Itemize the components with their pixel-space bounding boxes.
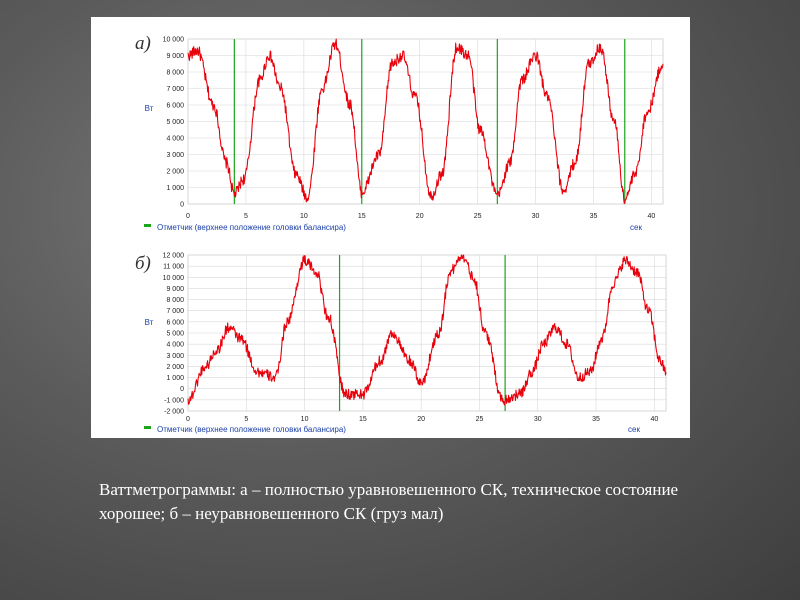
chart2-x-tick-label: 15 [359,416,367,423]
chart1-x-tick-label: 35 [590,213,598,220]
chart2-x-tick-label: 30 [534,416,542,423]
chart2-legend-text: Отметчик (верхнее положение головки бала… [157,425,346,434]
chart1-legend-text: Отметчик (верхнее положение головки бала… [157,223,346,232]
chart2-x-tick-label: 20 [417,416,425,423]
chart1-x-tick-label: 40 [648,213,656,220]
chart1-y-tick-label: 7 000 [166,86,184,93]
chart2-x-tick-label: 35 [592,416,600,423]
chart1-y-tick-label: 1 000 [166,185,184,192]
chart1-y-tick-label: 9 000 [166,53,184,60]
chart2-y-tick-label: 2 000 [166,364,184,371]
chart2-y-tick-label: 10 000 [163,275,185,282]
chart2-y-tick-label: 0 [180,386,184,393]
chart2-y-tick-label: 6 000 [166,319,184,326]
chart2-y-tick-label: -2 000 [164,409,184,416]
chart1-y-tick-label: 4 000 [166,136,184,143]
chart1-y-tick-label: 0 [180,202,184,209]
chart1-y-tick-label: 10 000 [163,37,185,44]
chart1-series-line [187,38,664,204]
chart2-y-tick-label: 1 000 [166,375,184,382]
chart1-y-tick-label: 2 000 [166,169,184,176]
chart2-y-tick-label: 12 000 [163,253,185,260]
chart2-series-line [187,254,667,406]
chart1-x-tick-label: 0 [186,213,190,220]
chart2-y-tick-label: 5 000 [166,331,184,338]
chart1-x-tick-label: 10 [300,213,308,220]
chart1-x-tick-label: 25 [474,213,482,220]
chart1-x-axis-unit-label: сек [630,223,642,232]
chart2-x-axis-unit-label: сек [628,425,640,434]
chart2-y-tick-label: 4 000 [166,342,184,349]
chart2-x-tick-label: 40 [650,416,658,423]
chart1-y-tick-label: 8 000 [166,70,184,77]
chart2-y-axis-label: Вт [145,318,154,327]
chart1-x-tick-label: 30 [532,213,540,220]
chart1-y-axis-label: Вт [145,104,154,113]
chart1-y-tick-label: 5 000 [166,119,184,126]
chart2-y-tick-label: 11 000 [163,264,184,271]
chart2-y-tick-label: 9 000 [166,286,184,293]
figure-caption: Ваттметрограммы: а – полностью уравновеш… [99,480,679,523]
chart1-x-tick-label: 5 [244,213,248,220]
chart1-y-tick-label: 6 000 [166,103,184,110]
chart1-x-tick-label: 20 [416,213,424,220]
chart2-y-tick-label: 3 000 [166,353,184,360]
chart1-panel-label: а) [135,33,151,54]
chart2-legend-swatch [144,426,151,429]
chart1-legend-swatch [144,224,151,227]
chart2-y-tick-label: 8 000 [166,297,184,304]
chart1-y-tick-label: 3 000 [166,152,184,159]
chart2-panel-label: б) [135,253,151,274]
chart2-x-tick-label: 25 [476,416,484,423]
chart2-x-tick-label: 5 [244,416,248,423]
chart2-x-tick-label: 0 [186,416,190,423]
chart1-x-tick-label: 15 [358,213,366,220]
chart2-x-tick-label: 10 [301,416,309,423]
chart2-y-tick-label: 7 000 [166,308,184,315]
chart2-y-tick-label: -1 000 [164,397,184,404]
